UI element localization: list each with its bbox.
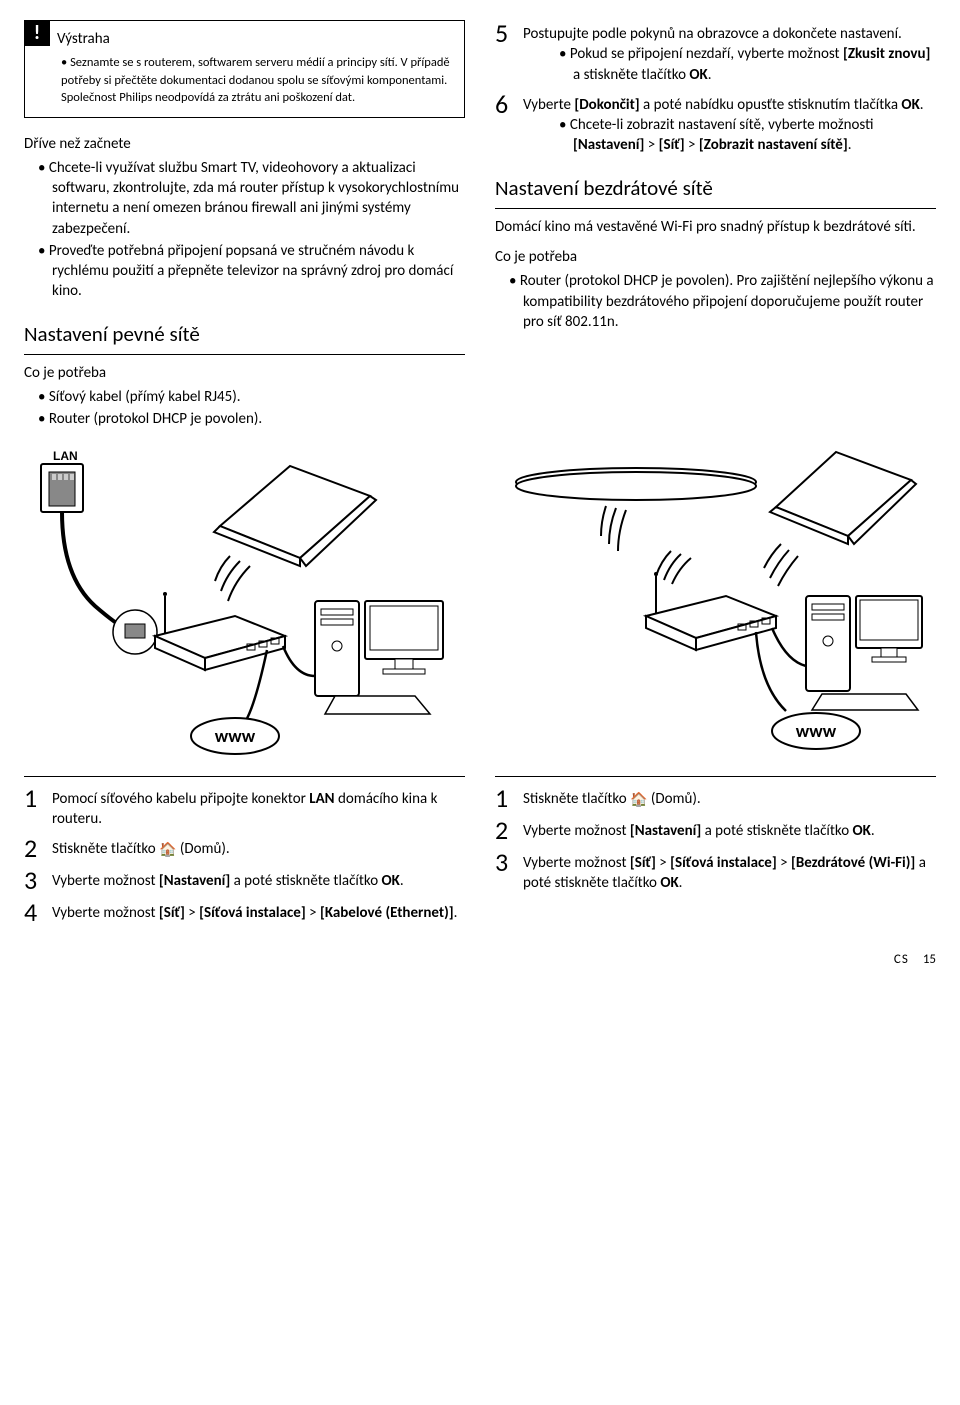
wired-need-label: Co je potřeba <box>24 363 465 383</box>
divider <box>495 776 936 777</box>
wired-need2: Router (protokol DHCP je povolen). <box>38 409 465 429</box>
page-footer: CS 15 <box>24 951 936 969</box>
wired-need1: Síťový kabel (přímý kabel RJ45). <box>38 387 465 407</box>
svg-text:www: www <box>795 720 836 742</box>
warning-box: ! Výstraha Seznamte se s routerem, softw… <box>24 20 465 118</box>
step-num: 6 <box>495 91 523 117</box>
step-body: Vyberte [Dokončit] a poté nabídku opusťt… <box>523 91 936 156</box>
wireless-heading: Nastavení bezdrátové sítě <box>495 174 936 202</box>
footer-page: 15 <box>923 951 936 969</box>
step-num: 3 <box>495 849 523 875</box>
divider <box>495 208 936 209</box>
divider <box>24 354 465 355</box>
step-num: 5 <box>495 20 523 46</box>
step-body: Stiskněte tlačítko 🏠 (Domů). <box>523 785 936 810</box>
before-item1: Chcete-li využívat službu Smart TV, vide… <box>38 158 465 239</box>
warning-icon: ! <box>24 20 50 46</box>
wireless-diagram: www <box>495 446 936 756</box>
step-body: Vyberte možnost [Síť] > [Síťová instalac… <box>52 899 465 923</box>
home-icon: 🏠 <box>159 841 176 860</box>
footer-lang: CS <box>894 951 909 969</box>
lan-label: LAN <box>53 449 78 463</box>
step-num: 2 <box>24 835 52 861</box>
step-body: Pomocí síťového kabelu připojte konektor… <box>52 785 465 830</box>
step-body: Postupujte podle pokynů na obrazovce a d… <box>523 20 936 85</box>
step-num: 1 <box>24 785 52 811</box>
wired-diagram: LAN <box>24 446 465 756</box>
step-num: 4 <box>24 899 52 925</box>
step-body: Vyberte možnost [Nastavení] a poté stisk… <box>523 817 936 841</box>
warning-text: Seznamte se s routerem, softwarem server… <box>61 54 454 107</box>
step-body: Vyberte možnost [Nastavení] a poté stisk… <box>52 867 465 891</box>
before-heading: Dříve než začnete <box>24 134 465 154</box>
wired-heading: Nastavení pevné sítě <box>24 320 465 348</box>
home-icon: 🏠 <box>630 791 647 810</box>
step-num: 2 <box>495 817 523 843</box>
divider <box>24 776 465 777</box>
before-item2: Proveďte potřebná připojení popsaná ve s… <box>38 241 465 302</box>
svg-text:www: www <box>214 725 255 747</box>
warning-title: Výstraha <box>57 29 454 50</box>
step-body: Vyberte možnost [Síť] > [Síťová instalac… <box>523 849 936 894</box>
step-body: Stiskněte tlačítko 🏠 (Domů). <box>52 835 465 860</box>
wireless-intro: Domácí kino má vestavěné Wi-Fi pro snadn… <box>495 217 936 237</box>
step-num: 1 <box>495 785 523 811</box>
wireless-need-label: Co je potřeba <box>495 247 936 267</box>
step-num: 3 <box>24 867 52 893</box>
wireless-need1: Router (protokol DHCP je povolen). Pro z… <box>509 271 936 332</box>
